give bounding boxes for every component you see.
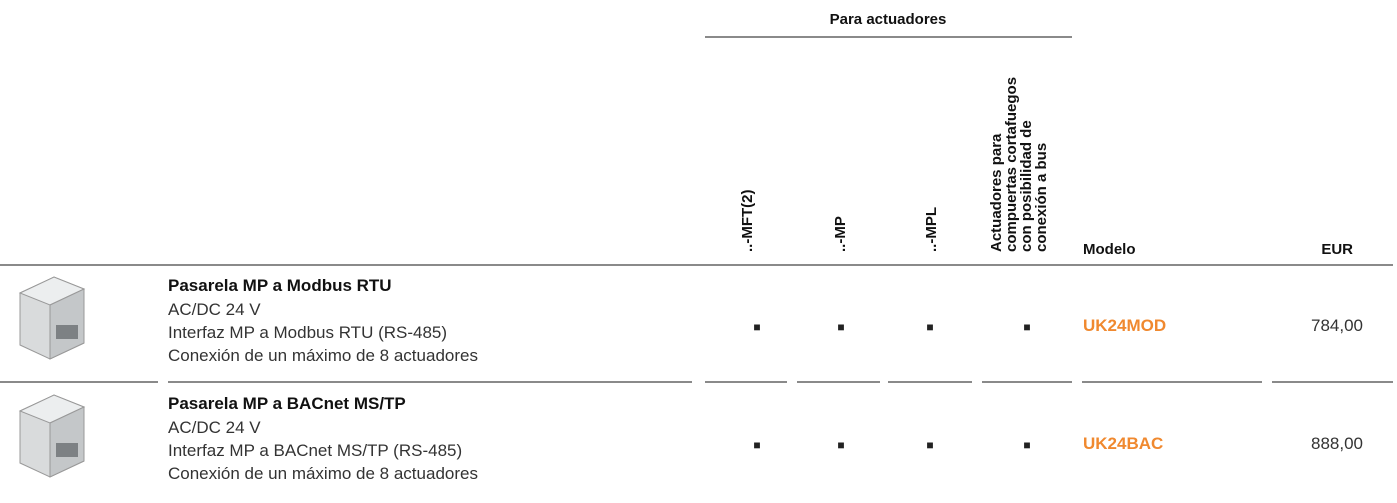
rows: Pasarela MP a Modbus RTU AC/DC 24 V Interf… (0, 269, 1393, 483)
product-line: Conexión de un máximo de 8 actuadores (168, 464, 478, 483)
product-line: Interfaz MP a Modbus RTU (RS-485) (168, 323, 447, 342)
model-code: UK24BAC (1083, 434, 1163, 453)
product-image (18, 387, 86, 478)
availability-mark: ■ (753, 320, 760, 334)
model-code: UK24MOD (1083, 316, 1166, 335)
device-label (30, 387, 52, 406)
price: 784,00 (1311, 316, 1363, 335)
column-header: compuertas cortafuegos (1003, 77, 1020, 252)
device-label (30, 269, 52, 288)
product-line: Conexión de un máximo de 8 actuadores (168, 346, 478, 365)
availability-mark: ■ (926, 320, 933, 334)
device-terminal (56, 443, 78, 457)
product-title: Pasarela MP a BACnet MS/TP (168, 394, 406, 413)
product-image (18, 269, 86, 360)
column-header: ..-MPL (923, 207, 940, 252)
availability-mark: ■ (837, 438, 844, 452)
column-header: Modelo (1083, 241, 1136, 258)
product-title: Pasarela MP a Modbus RTU (168, 276, 392, 295)
device-terminal (56, 325, 78, 339)
availability-mark: ■ (1023, 438, 1030, 452)
availability-mark: ■ (1023, 320, 1030, 334)
column-header: ..-MP (832, 216, 849, 252)
product-line: AC/DC 24 V (168, 418, 261, 437)
availability-mark: ■ (926, 438, 933, 452)
price: 888,00 (1311, 434, 1363, 453)
column-header: Actuadores para (988, 133, 1005, 252)
group-header: Para actuadores (830, 11, 947, 28)
device-face (49, 406, 85, 478)
availability-mark: ■ (753, 438, 760, 452)
product-line: Interfaz MP a BACnet MS/TP (RS-485) (168, 441, 462, 460)
availability-mark: ■ (837, 320, 844, 334)
column-header: conexión a bus (1033, 143, 1050, 252)
column-header: EUR (1321, 241, 1353, 258)
device-face (49, 288, 85, 360)
column-header: ..-MFT(2) (739, 190, 756, 252)
product-line: AC/DC 24 V (168, 300, 261, 319)
column-header: con posibilidad de (1018, 120, 1035, 252)
